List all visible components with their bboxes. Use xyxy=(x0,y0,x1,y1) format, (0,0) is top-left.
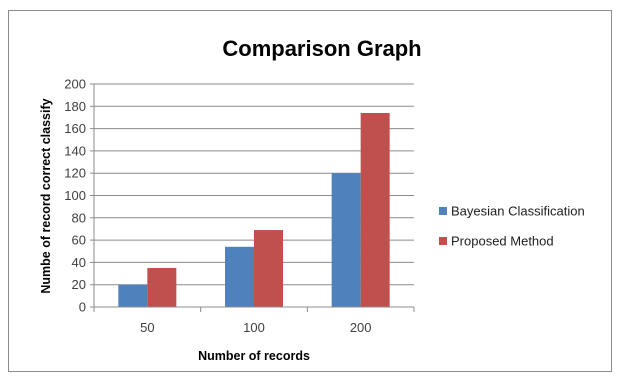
legend-swatch xyxy=(439,207,447,215)
y-axis-ticks: 0 20 40 60 80 100 120 140 160 180 200 xyxy=(64,77,94,315)
x-axis-ticks: 50 100 200 xyxy=(93,307,415,335)
x-tick-label: 200 xyxy=(350,320,372,335)
chart-title: Comparison Graph xyxy=(222,36,421,61)
y-tick-label: 60 xyxy=(72,233,86,248)
legend-label: Bayesian Classification xyxy=(451,204,585,219)
y-tick-label: 180 xyxy=(64,99,86,114)
y-tick-label: 160 xyxy=(64,121,86,136)
y-axis-title: Numbe of record correct classify xyxy=(39,98,53,293)
y-tick-label: 120 xyxy=(64,166,86,181)
bar-bayesian-classification-100 xyxy=(225,246,254,307)
y-tick-label: 0 xyxy=(79,300,86,315)
y-tick-label: 140 xyxy=(64,143,86,158)
y-tick-label: 200 xyxy=(64,77,86,92)
x-tick-label: 50 xyxy=(140,320,154,335)
y-tick-label: 40 xyxy=(72,255,86,270)
bar-bayesian-classification-50 xyxy=(118,284,148,307)
bars xyxy=(118,112,390,308)
x-tick-label: 100 xyxy=(243,320,265,335)
y-tick-label: 100 xyxy=(64,188,86,203)
legend-label: Proposed Method xyxy=(451,234,554,249)
bar-proposed-method-100 xyxy=(254,230,283,307)
bar-proposed-method-200 xyxy=(360,112,390,308)
y-tick-label: 20 xyxy=(72,277,86,292)
chart-frame xyxy=(8,10,612,372)
y-tick-label: 80 xyxy=(72,210,86,225)
legend-swatch xyxy=(439,237,447,245)
bar-bayesian-classification-200 xyxy=(331,173,361,307)
x-axis-title: Number of records xyxy=(198,349,310,363)
legend: Bayesian Classification Proposed Method xyxy=(439,204,585,249)
bar-proposed-method-50 xyxy=(147,267,177,307)
